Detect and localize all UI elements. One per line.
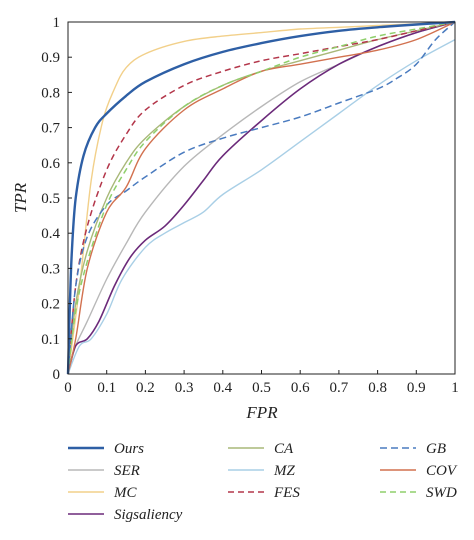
y-tick-label: 0 — [53, 367, 61, 383]
y-tick-label: 0.8 — [41, 85, 60, 101]
legend-label-sigsaliency: Sigsaliency — [114, 507, 183, 523]
series-line-ours — [66, 20, 456, 375]
x-tick-label: 0.4 — [213, 380, 232, 396]
series-line-ca — [67, 21, 456, 375]
y-tick-label: 0.1 — [41, 332, 60, 348]
series-line-mc — [67, 21, 456, 375]
x-tick-label: 0.9 — [407, 380, 426, 396]
series-line-swd — [67, 21, 456, 375]
y-tick-label: 0.4 — [41, 226, 60, 242]
y-tick-label: 0.5 — [41, 191, 60, 207]
series-line-gb — [67, 21, 456, 375]
series-line-cov — [67, 21, 456, 375]
x-tick-label: 0.8 — [368, 380, 387, 396]
x-tick-label: 1 — [451, 380, 459, 396]
legend-label-mc: MC — [113, 485, 137, 501]
legend: Ours SER MC Sigsaliency CA MZ FES GB COV SWD — [68, 441, 458, 523]
legend-label-ca: CA — [274, 441, 294, 457]
y-tick-label: 0.6 — [41, 156, 60, 172]
x-tick-label: 0.3 — [175, 380, 194, 396]
legend-label-ours: Ours — [114, 441, 144, 457]
y-tick-label: 0.9 — [41, 50, 60, 66]
legend-label-ser: SER — [114, 463, 140, 479]
y-axis-label: TPR — [11, 182, 30, 213]
series-line-fes — [67, 21, 456, 375]
y-tick-label: 1 — [53, 15, 61, 31]
series-line-sigsaliency — [67, 21, 456, 375]
y-tick-label: 0.7 — [41, 121, 60, 137]
series-line-ser — [67, 21, 456, 375]
legend-label-mz: MZ — [273, 463, 295, 479]
legend-label-cov: COV — [426, 463, 458, 479]
x-axis-label: FPR — [245, 403, 278, 422]
legend-label-gb: GB — [426, 441, 446, 457]
legend-label-swd: SWD — [426, 485, 457, 501]
x-tick-label: 0.7 — [330, 380, 349, 396]
y-tick-label: 0.2 — [41, 297, 60, 313]
axis-ticks: 0 0.1 0.2 0.3 0.4 0.5 0.6 0.7 0.8 0.9 1 0 0.1 0.2 0.3 0… — [41, 15, 459, 396]
roc-curves — [66, 20, 456, 375]
x-tick-label: 0.2 — [136, 380, 155, 396]
legend-label-fes: FES — [273, 485, 300, 501]
x-tick-label: 0.5 — [252, 380, 271, 396]
x-tick-label: 0.1 — [97, 380, 116, 396]
x-tick-label: 0 — [64, 380, 72, 396]
y-tick-label: 0.3 — [41, 261, 60, 277]
series-line-mz — [67, 38, 456, 375]
plot-frame — [67, 21, 456, 375]
x-tick-label: 0.6 — [291, 380, 310, 396]
